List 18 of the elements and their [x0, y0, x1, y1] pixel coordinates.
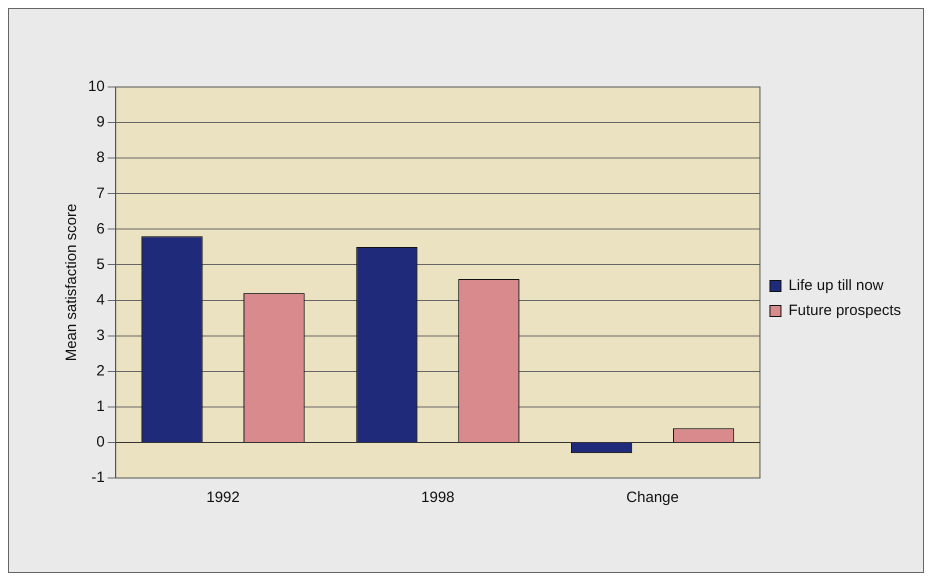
- y-tick-label: 2: [96, 362, 105, 380]
- y-tick-label: 10: [88, 78, 105, 96]
- y-tick-label: -1: [91, 469, 105, 486]
- y-tick-label: 1: [96, 398, 105, 416]
- y-tick-label: 9: [96, 114, 105, 131]
- y-tick-label: 0: [96, 434, 105, 451]
- y-axis-title: Mean satisfaction score: [63, 204, 80, 362]
- y-tick-label: 8: [96, 149, 105, 166]
- legend-label: Life up till now: [788, 277, 884, 294]
- y-tick-label: 6: [96, 220, 105, 238]
- y-tick-label: 4: [96, 291, 105, 308]
- y-tick-label: 5: [96, 256, 105, 273]
- y-tick-label: 3: [96, 326, 105, 344]
- x-tick-label: Change: [626, 489, 679, 506]
- x-tick-label: 1998: [421, 489, 455, 506]
- legend-label: Future prospects: [788, 302, 902, 320]
- y-tick-label: 7: [96, 184, 105, 202]
- x-tick-label: 1992: [206, 489, 240, 506]
